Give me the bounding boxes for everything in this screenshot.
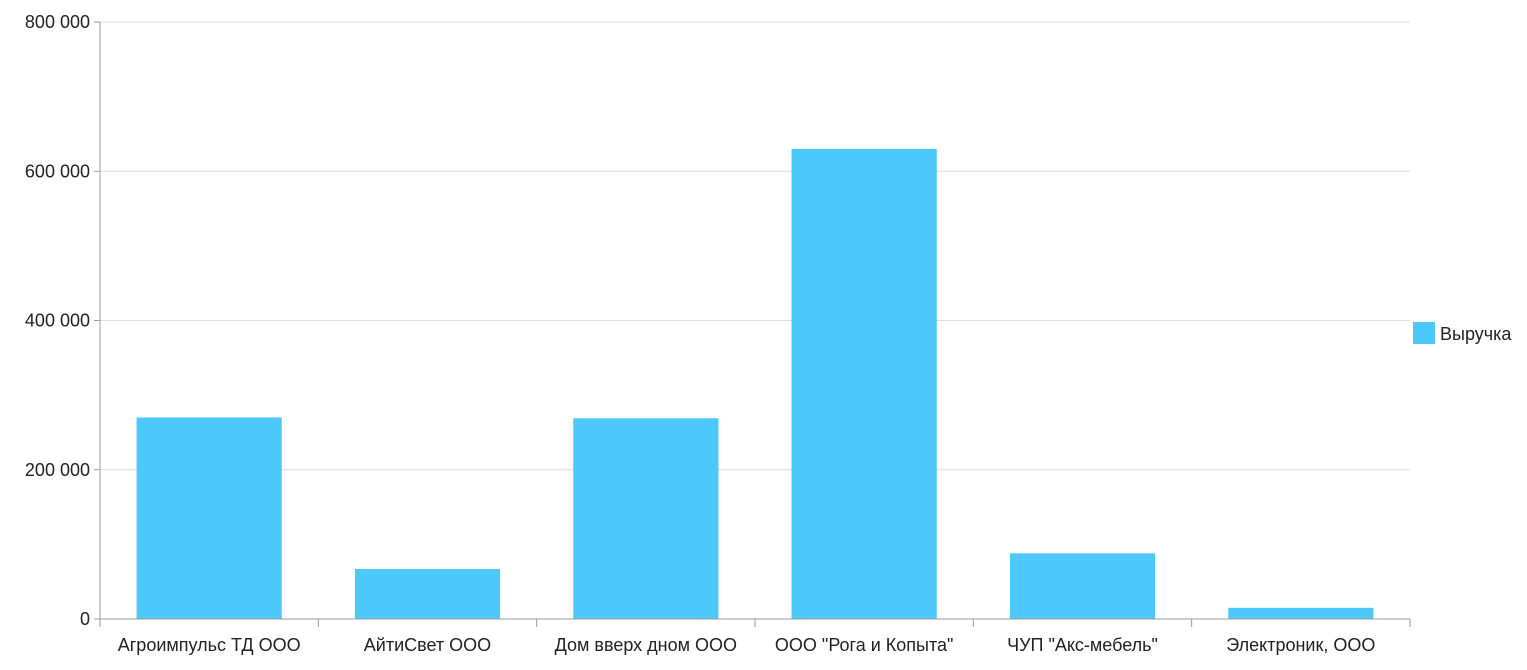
legend: Выручка xyxy=(1413,322,1512,344)
bar[interactable] xyxy=(1010,553,1155,619)
x-tick-label: Агроимпульс ТД ООО xyxy=(118,635,301,655)
bar[interactable] xyxy=(137,418,282,619)
y-tick-label: 600 000 xyxy=(25,161,90,181)
bar[interactable] xyxy=(1228,608,1373,619)
y-tick-label: 400 000 xyxy=(25,311,90,331)
x-tick-label: Электроник, ООО xyxy=(1226,635,1375,655)
y-tick-label: 0 xyxy=(80,609,90,629)
x-tick-label: Дом вверх дном ООО xyxy=(555,635,737,655)
legend-swatch xyxy=(1413,322,1435,344)
bar[interactable] xyxy=(792,149,937,619)
x-tick-label: ООО "Рога и Копыта" xyxy=(775,635,953,655)
x-tick-label: ЧУП "Акс-мебель" xyxy=(1007,635,1158,655)
y-tick-label: 200 000 xyxy=(25,460,90,480)
x-tick-label: АйтиСвет ООО xyxy=(364,635,491,655)
legend-label: Выручка xyxy=(1440,324,1512,344)
bar[interactable] xyxy=(573,418,718,619)
bar[interactable] xyxy=(355,569,500,619)
y-tick-label: 800 000 xyxy=(25,12,90,32)
